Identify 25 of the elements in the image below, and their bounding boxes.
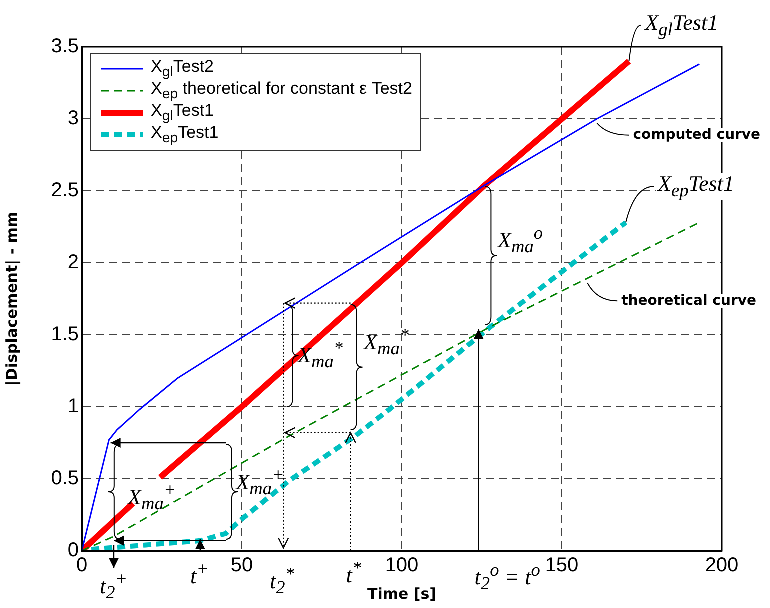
y-tick-label: 1 (68, 396, 79, 418)
annotation: X$_{ep}$Test1 (656, 171, 736, 201)
y-tick-label: 0 (68, 540, 79, 562)
y-tick-label: 2.5 (51, 180, 79, 202)
y-tick-label: 1.5 (51, 324, 79, 346)
legend-label: X$_{ep}$ theoretical for constant ε Test2 (151, 79, 412, 103)
annotation: t$^{*}$ (346, 558, 362, 588)
y-tick-label: 2 (68, 252, 79, 274)
annotation: t$_{2}$$^{o}$ = t$^{o}$ (474, 560, 540, 594)
y-tick-label: 0.5 (51, 468, 79, 490)
x-axis-title: Time [s] (367, 584, 437, 603)
x-tick-label: 200 (705, 554, 739, 577)
legend-label: X$_{gl}$Test1 (151, 101, 214, 125)
legend-label: X$_{gl}$Test2 (151, 57, 214, 81)
y-axis-title: |Displacement| - mm (2, 212, 21, 386)
annotation: computed curve (631, 127, 763, 144)
text: t$^{+}$ (190, 558, 209, 588)
x-tick-label: 100 (385, 554, 419, 577)
legend-label: X$_{ep}$Test1 (151, 123, 219, 147)
x-tick-label: 150 (545, 554, 579, 577)
y-tick-label: 3.5 (51, 36, 79, 58)
x-tick-label: 50 (230, 554, 254, 577)
y-tick-label: 3 (68, 108, 79, 130)
annotation: theoretical curve (620, 293, 758, 310)
annotation: X$_{gl}$Test1 (643, 10, 721, 40)
